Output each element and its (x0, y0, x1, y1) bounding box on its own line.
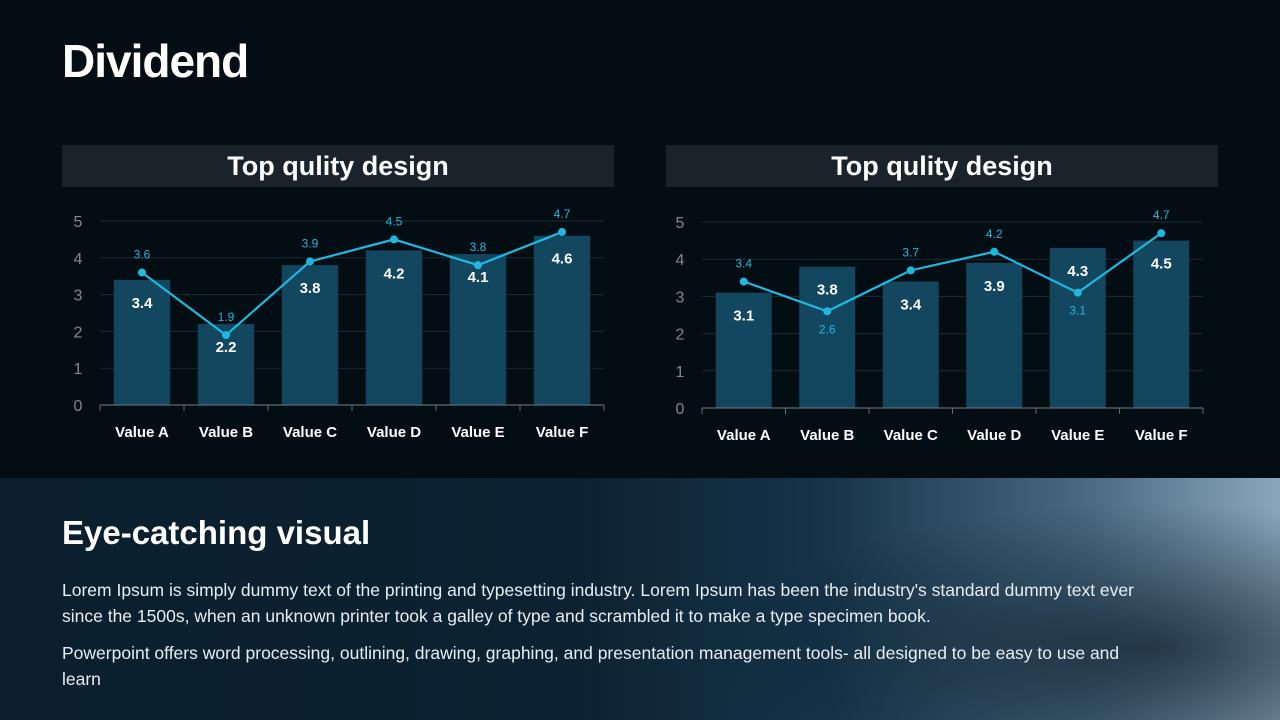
y-tick-label: 0 (74, 398, 83, 415)
section-heading: Eye-catching visual (62, 514, 371, 551)
bar (799, 266, 856, 408)
line-value-label: 4.2 (986, 227, 1003, 241)
line-point (222, 331, 230, 340)
line-value-label: 2.6 (819, 322, 836, 336)
x-category-label: Value B (199, 424, 253, 441)
line-value-label: 1.9 (218, 310, 235, 324)
line-point (558, 228, 566, 237)
bar (281, 265, 339, 405)
y-tick-label: 1 (676, 364, 685, 381)
bar-value-label: 4.1 (468, 269, 489, 286)
bar (715, 292, 772, 408)
line-value-label: 3.7 (902, 245, 919, 259)
line-value-label: 4.5 (386, 214, 403, 228)
bar (966, 262, 1023, 408)
bar (449, 254, 507, 405)
bar-value-label: 3.8 (300, 280, 321, 297)
chart-2: 0 1 2 3 4 5 3.1 Value A 3.8 Value B 3.4 Value C 3.9 V… (676, 208, 1204, 444)
bar-value-label: 4.5 (1151, 256, 1172, 273)
x-category-label: Value B (800, 427, 854, 444)
background-photo (640, 478, 1280, 720)
page-title: Dividend (62, 35, 249, 87)
bar-value-label: 3.4 (900, 297, 922, 314)
bar-value-label: 4.6 (552, 251, 573, 268)
bar (1133, 240, 1190, 408)
paragraph-2: Powerpoint offers word processing, outli… (62, 643, 1120, 689)
x-category-label: Value E (1051, 427, 1104, 444)
x-category-label: Value A (717, 427, 771, 444)
line-point (138, 268, 146, 277)
chart-1: 0 1 2 3 4 5 3.4 Value A 2.2 Value B 3.8 Value C 4.2 V… (74, 207, 605, 441)
y-tick-label: 4 (676, 252, 685, 269)
x-category-label: Value C (283, 424, 337, 441)
line-series (743, 232, 1162, 313)
paragraph-1: Lorem Ipsum is simply dummy text of the … (62, 580, 1134, 626)
bar-value-label: 3.9 (984, 278, 1005, 295)
line-point (1073, 288, 1082, 297)
line-point (390, 235, 398, 244)
bar-value-label: 4.2 (384, 265, 405, 282)
x-category-label: Value D (367, 424, 421, 441)
line-value-label: 3.6 (134, 248, 151, 262)
line-value-label: 3.1 (1069, 304, 1086, 318)
bottom-section: Eye-catching visual Lorem Ipsum is simpl… (0, 478, 1280, 720)
line-value-label: 4.7 (1153, 208, 1170, 222)
line-value-label: 3.9 (302, 236, 319, 250)
y-tick-label: 2 (74, 324, 83, 341)
x-category-label: Value F (536, 424, 589, 441)
x-category-label: Value F (1135, 427, 1188, 444)
y-tick-label: 5 (74, 214, 83, 231)
bar (882, 281, 939, 408)
line-value-label: 3.4 (735, 257, 752, 271)
bar-value-label: 3.4 (132, 295, 154, 312)
chart-2-title: Top qulity design (666, 145, 1218, 187)
bar-value-label: 3.8 (817, 282, 838, 299)
y-tick-label: 2 (676, 327, 685, 344)
bar (365, 250, 423, 405)
y-tick-label: 3 (676, 289, 685, 306)
bar (1049, 248, 1106, 408)
line-value-label: 4.7 (554, 207, 571, 221)
chart-1-title: Top qulity design (62, 145, 614, 187)
y-tick-label: 3 (74, 288, 83, 305)
bar (533, 235, 591, 405)
line-point (1157, 229, 1166, 238)
line-point (990, 247, 999, 256)
x-category-label: Value E (451, 424, 504, 441)
x-category-label: Value D (967, 427, 1021, 444)
y-tick-label: 1 (74, 361, 83, 378)
bar (113, 279, 171, 405)
line-series (141, 231, 563, 337)
x-category-label: Value C (884, 427, 938, 444)
bar-value-label: 4.3 (1067, 263, 1088, 280)
line-point (739, 277, 748, 286)
line-point (823, 307, 832, 316)
x-category-label: Value A (115, 424, 169, 441)
bar-value-label: 2.2 (216, 339, 237, 356)
line-point (474, 261, 482, 270)
y-tick-label: 4 (74, 251, 83, 268)
line-point (306, 257, 314, 266)
y-tick-label: 5 (676, 215, 685, 232)
y-tick-label: 0 (676, 401, 685, 418)
line-point (906, 266, 915, 275)
bar-value-label: 3.1 (733, 308, 754, 325)
line-value-label: 3.8 (470, 240, 487, 254)
